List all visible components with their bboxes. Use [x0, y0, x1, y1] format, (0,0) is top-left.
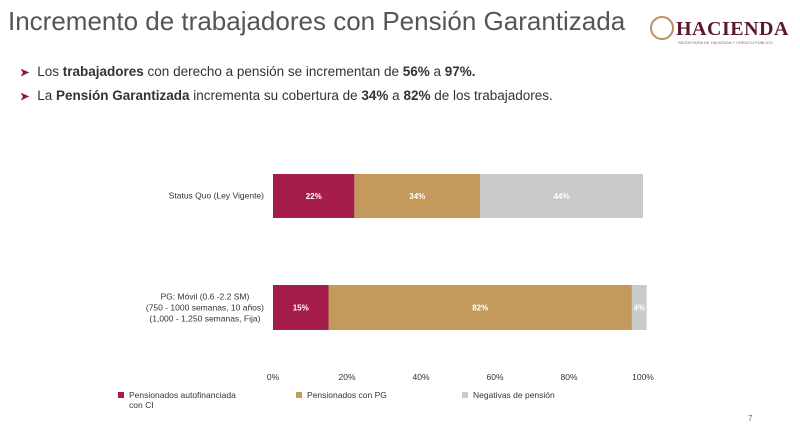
bullet: ➤ La Pensión Garantizada incrementa su co… — [20, 88, 553, 103]
bar-segment — [328, 285, 632, 330]
legend-item: Negativas de pensión — [462, 390, 555, 400]
logo-seal — [650, 16, 674, 40]
x-tick-label: 0% — [267, 372, 280, 382]
legend-swatch — [296, 392, 302, 398]
bullet-text: trabajadores — [62, 64, 144, 79]
y-tick-label: Status Quo (Ley Vigente) — [168, 190, 264, 201]
legend-swatch — [462, 392, 468, 398]
page-number: 7 — [748, 414, 753, 423]
bullet-text: Los — [37, 64, 63, 79]
legend-label: Pensionados autofinanciada con CI — [129, 390, 236, 410]
bullet-text: 97%. — [444, 64, 476, 79]
bullet-text: Pensión Garantizada — [56, 88, 190, 103]
x-tick-label: 40% — [412, 372, 429, 382]
bar-segment — [273, 174, 355, 218]
bar-segment — [273, 285, 329, 330]
logo-subtitle: SECRETARÍA DE HACIENDA Y CRÉDITO PÚBLICO — [678, 40, 773, 45]
bar-label: 4% — [634, 304, 646, 313]
bullet: ➤ Los trabajadores con derecho a pensión … — [20, 64, 476, 79]
x-tick-label: 80% — [560, 372, 577, 382]
bullet-text: 34% — [361, 88, 389, 103]
bar-label: 44% — [554, 192, 570, 201]
bullet-icon: ➤ — [20, 91, 30, 103]
bullet-text: a — [429, 64, 445, 79]
bar-label: 22% — [306, 192, 322, 201]
bullet-text: a — [388, 88, 404, 103]
bar-segment — [480, 174, 643, 218]
bullet-text: de los trabajadores. — [430, 88, 553, 103]
slide-title: Incremento de trabajadores con Pensión G… — [8, 6, 626, 36]
logo: HACIENDA — [676, 18, 789, 40]
x-tick-label: 60% — [486, 372, 503, 382]
bar-label: 82% — [472, 304, 488, 313]
legend-label: Negativas de pensión — [473, 390, 555, 400]
bar-segment — [354, 174, 481, 218]
legend-swatch — [118, 392, 124, 398]
y-tick-label: PG: Móvil (0.6 -2.2 SM) (750 - 1000 sema… — [145, 291, 264, 323]
bullet-text: incrementa su cobertura de — [189, 88, 362, 103]
bullet-text: La — [37, 88, 56, 103]
bar-label: 15% — [293, 304, 309, 313]
legend-item: Pensionados con PG — [296, 390, 387, 400]
legend-item: Pensionados autofinanciada con CI — [118, 390, 258, 410]
bullet-icon: ➤ — [20, 67, 30, 79]
x-tick-label: 20% — [338, 372, 355, 382]
bullet-text: 56% — [402, 64, 430, 79]
bullet-text: 82% — [403, 88, 431, 103]
legend-label: Pensionados con PG — [307, 390, 387, 400]
bar-label: 34% — [409, 192, 425, 201]
x-tick-label: 100% — [632, 372, 654, 382]
bullet-text: con derecho a pensión se incrementan de — [143, 64, 403, 79]
bar-segment — [631, 285, 647, 330]
